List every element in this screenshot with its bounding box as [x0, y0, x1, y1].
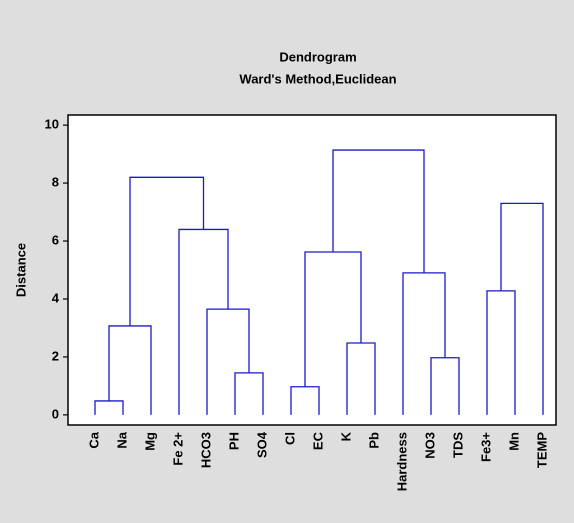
chart-subtitle: Ward's Method,Euclidean — [239, 71, 396, 86]
leaf-label: Pb — [366, 432, 381, 449]
leaf-label: K — [338, 431, 353, 441]
leaf-label: NO3 — [422, 432, 437, 459]
leaf-label: Fe 2+ — [170, 432, 185, 466]
y-tick-label: 6 — [52, 232, 59, 247]
dendrogram-link — [500, 202, 544, 415]
leaf-label: Mn — [506, 432, 521, 451]
dendrogram-link — [486, 290, 516, 415]
y-tick-label: 10 — [45, 117, 59, 132]
y-tick-label: 4 — [52, 290, 60, 305]
y-axis-label: Distance — [13, 243, 28, 297]
leaf-label: HCO3 — [198, 432, 213, 468]
y-tick-label: 0 — [52, 406, 59, 421]
y-tick-label: 8 — [52, 175, 59, 190]
leaf-label: EC — [310, 431, 325, 450]
leaf-label: Cl — [282, 432, 297, 445]
leaf-label: Hardness — [394, 432, 409, 491]
dendrogram-link — [129, 176, 205, 326]
dendrogram-link — [108, 325, 152, 415]
dendrogram-link — [332, 149, 425, 273]
leaf-label: SO4 — [254, 431, 269, 458]
leaf-label: PH — [226, 432, 241, 450]
leaf-label: Fe3+ — [478, 432, 493, 462]
chart-title: Dendrogram — [279, 49, 356, 64]
y-tick-label: 2 — [52, 348, 59, 363]
leaf-label: Na — [114, 431, 129, 448]
leaf-label: TEMP — [534, 432, 549, 468]
leaf-label: Ca — [86, 431, 101, 448]
plot-area — [67, 114, 557, 426]
leaf-label: Mg — [142, 432, 157, 451]
leaf-label: TDS — [450, 432, 465, 458]
